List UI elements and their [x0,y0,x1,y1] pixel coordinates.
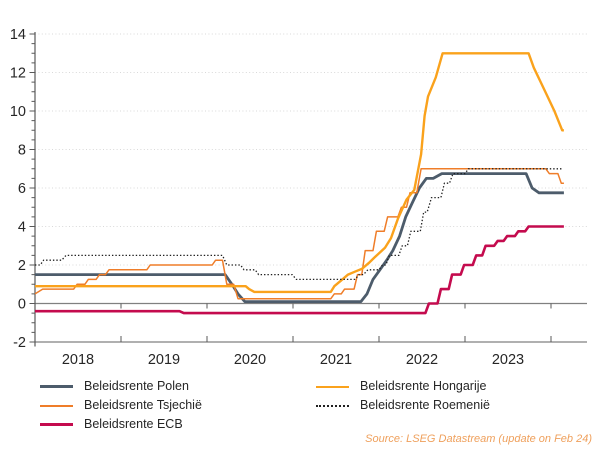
x-tick-label-2023: 2023 [492,352,524,368]
y-axis-labels: -2 0 2 4 6 8 10 12 14 [10,27,26,351]
legend-swatch-polen [40,385,73,388]
y-tick-label-2: 2 [18,258,26,274]
legend-item-tsjechie: Beleidsrente Tsjechië [40,396,202,415]
y-tick-label-0: 0 [18,297,26,313]
y-tick-label-6: 6 [18,181,26,197]
gridlines [35,33,587,266]
legend-swatch-roemenie [316,404,349,407]
legend-swatch-tsjechie [40,404,73,407]
legend-item-ecb: Beleidsrente ECB [40,415,202,434]
legend-label-hongarije: Beleidsrente Hongarije [360,379,487,393]
y-tick-label-10: 10 [10,104,26,120]
y-tick-label-4: 4 [18,220,26,236]
x-tick-label-2021: 2021 [320,352,352,368]
series-line-roemenie [35,168,563,281]
legend-label-ecb: Beleidsrente ECB [84,417,183,431]
x-axis-labels: 2018 2019 2020 2021 2022 2023 [62,352,524,368]
source-note: Source: LSEG Datastream (update on Feb 2… [365,433,592,445]
y-tick-label-14: 14 [10,27,26,43]
legend-item-hongarije: Beleidsrente Hongarije [316,377,490,396]
x-tick-label-2022: 2022 [406,352,438,368]
y-tick-label-12: 12 [10,66,26,82]
x-tick-label-2018: 2018 [62,352,94,368]
legend-label-tsjechie: Beleidsrente Tsjechië [84,398,202,412]
chart-legend-column-1: Beleidsrente Polen Beleidsrente Tsjechië B… [40,377,202,434]
legend-item-roemenie: Beleidsrente Roemenië [316,396,490,415]
zero-axis-line [35,302,587,309]
legend-label-roemenie: Beleidsrente Roemenië [360,398,490,412]
y-tick-label--2: -2 [13,335,26,351]
y-axis [29,32,36,347]
chart-plot-area: -2 0 2 4 6 8 10 12 14 2018 2019 2020 2021 2022 2023 [10,27,587,368]
series-line-ecb [35,225,564,315]
legend-swatch-ecb [40,423,73,426]
legend-swatch-hongarije [316,385,349,388]
series-line-polen [35,172,564,304]
legend-label-polen: Beleidsrente Polen [84,379,189,393]
series-line-hongarije [35,52,564,294]
chart-legend-column-2: Beleidsrente Hongarije Beleidsrente Roeme… [316,377,490,415]
x-axis-bottom-border [35,336,587,343]
y-tick-label-8: 8 [18,143,26,159]
x-tick-label-2020: 2020 [234,352,266,368]
legend-item-polen: Beleidsrente Polen [40,377,202,396]
x-tick-label-2019: 2019 [148,352,180,368]
